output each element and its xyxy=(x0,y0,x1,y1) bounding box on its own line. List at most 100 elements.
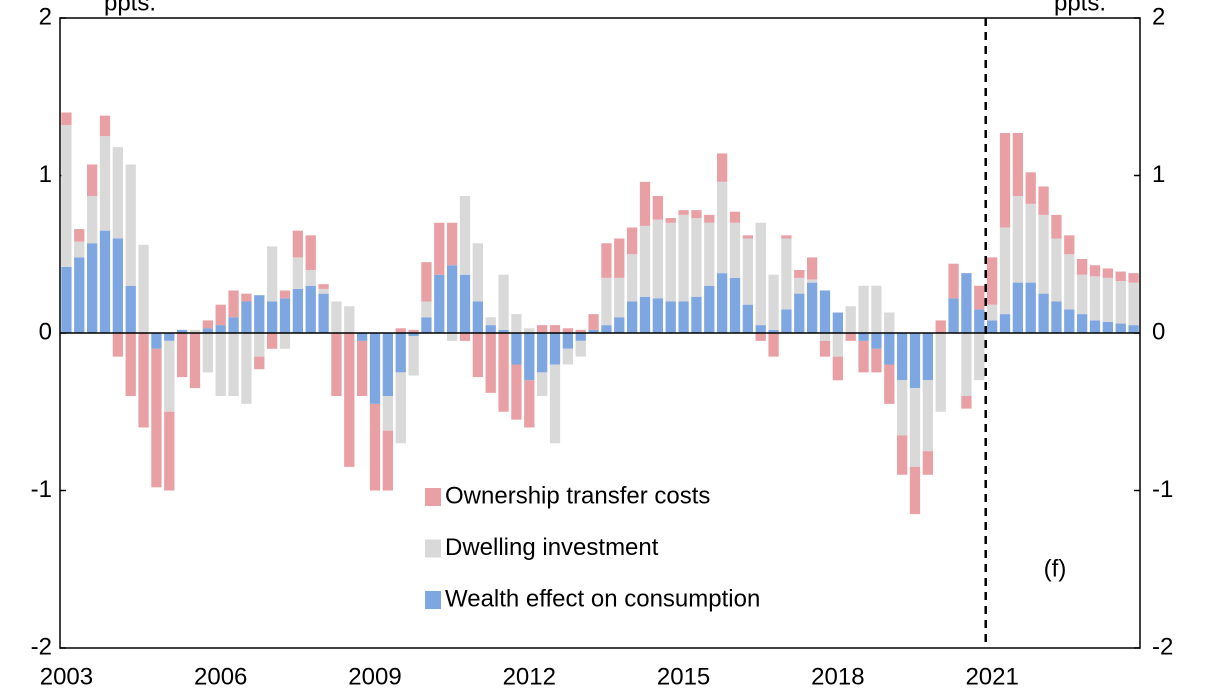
bar-segment xyxy=(1051,301,1062,333)
legend-swatch xyxy=(425,539,441,558)
bar-segment xyxy=(459,195,471,275)
bar-segment xyxy=(562,348,573,365)
bar-segment xyxy=(819,340,831,357)
bar-segment xyxy=(61,266,72,333)
y2-tick-label: 1 xyxy=(1152,161,1165,188)
bar-segment xyxy=(459,333,471,341)
bar-segment xyxy=(537,372,548,396)
bar-segment xyxy=(1102,277,1113,322)
bar-segment xyxy=(447,333,458,341)
bar-segment xyxy=(678,301,689,333)
bar-segment xyxy=(639,296,651,333)
bar-segment xyxy=(1102,321,1113,333)
bar-segment xyxy=(614,277,625,318)
bar-segment xyxy=(241,333,252,404)
bar-segment xyxy=(447,265,458,333)
bar-segment xyxy=(112,333,123,357)
bar-segment xyxy=(344,333,355,467)
bar-segment xyxy=(961,273,972,333)
bar-segment xyxy=(639,225,651,297)
bar-segment xyxy=(935,333,946,412)
bar-segment xyxy=(999,314,1011,333)
bar-segment xyxy=(61,112,72,126)
bar-segment xyxy=(665,218,676,223)
bar-segment xyxy=(202,333,213,373)
bar-segment xyxy=(177,333,188,378)
bar-segment xyxy=(845,333,856,341)
bar-segment xyxy=(267,301,278,333)
legend-swatch xyxy=(425,591,441,609)
bar-segment xyxy=(1115,271,1126,282)
bar-segment xyxy=(292,288,303,333)
bar-segment xyxy=(922,451,933,475)
bar-segment xyxy=(112,147,123,239)
bar-segment xyxy=(742,304,753,333)
bar-segment xyxy=(408,329,419,333)
bar-segment xyxy=(922,333,933,381)
bar-segment xyxy=(382,396,393,431)
bar-segment xyxy=(1025,172,1036,204)
bar-segment xyxy=(421,317,432,333)
bar-segment xyxy=(562,328,573,333)
bar-segment xyxy=(511,314,522,333)
y-tick-label: 1 xyxy=(39,161,52,188)
bar-segment xyxy=(434,274,445,333)
x-tick-label: 2006 xyxy=(194,663,247,690)
bar-segment xyxy=(1051,214,1062,239)
bar-segment xyxy=(369,333,381,404)
bar-segment xyxy=(704,285,715,333)
bar-segment xyxy=(935,320,946,333)
y-tick-label: -1 xyxy=(31,476,52,503)
bar-segment xyxy=(112,238,123,333)
bar-segment xyxy=(987,304,998,321)
bar-segment xyxy=(382,430,393,491)
y2-tick-label: 2 xyxy=(1152,3,1165,30)
bar-segment xyxy=(987,320,998,333)
bar-segment xyxy=(408,336,419,376)
bar-segment xyxy=(434,222,445,275)
bar-segment xyxy=(755,333,766,341)
bar-segment xyxy=(369,403,381,491)
bar-segment xyxy=(1128,282,1139,326)
bar-segment xyxy=(781,309,792,333)
x-tick-label: 2003 xyxy=(40,663,93,690)
bar-segment xyxy=(549,364,561,444)
bar-segment xyxy=(74,241,85,258)
bar-segment xyxy=(729,222,741,278)
bar-segment xyxy=(254,333,265,357)
bar-segment xyxy=(819,290,831,333)
bar-segment xyxy=(858,340,869,373)
bar-segment xyxy=(922,380,933,452)
bar-segment xyxy=(1025,282,1036,333)
bar-segment xyxy=(1077,258,1088,275)
bar-segment xyxy=(382,333,393,396)
bar-segment xyxy=(125,333,136,396)
y-axis-label: ppts. xyxy=(104,0,156,16)
bar-segment xyxy=(1064,254,1075,310)
bar-segment xyxy=(1089,320,1101,333)
bar-segment xyxy=(807,279,818,283)
bar-segment xyxy=(267,333,278,349)
bar-segment xyxy=(74,229,85,242)
bar-segment xyxy=(164,340,175,412)
bar-segment xyxy=(588,314,599,330)
bar-segment xyxy=(87,164,98,196)
bar-segment xyxy=(292,230,303,258)
bar-segment xyxy=(691,296,702,333)
bar-segment xyxy=(807,282,818,333)
bar-segment xyxy=(614,317,625,333)
x-tick-label: 2021 xyxy=(965,663,1018,690)
bar-segment xyxy=(524,328,535,333)
bar-segment xyxy=(549,333,561,365)
bar-segment xyxy=(575,340,586,357)
bar-segment xyxy=(61,125,72,267)
legend-label: Dwelling investment xyxy=(445,534,659,561)
bar-segment xyxy=(279,290,291,299)
bar-segment xyxy=(318,284,329,289)
bar-segment xyxy=(1102,268,1113,278)
bar-segment xyxy=(498,274,509,330)
bar-segment xyxy=(909,388,921,467)
legend-label: Ownership transfer costs xyxy=(445,482,710,509)
bar-segment xyxy=(511,333,522,365)
bar-segment xyxy=(305,270,316,286)
